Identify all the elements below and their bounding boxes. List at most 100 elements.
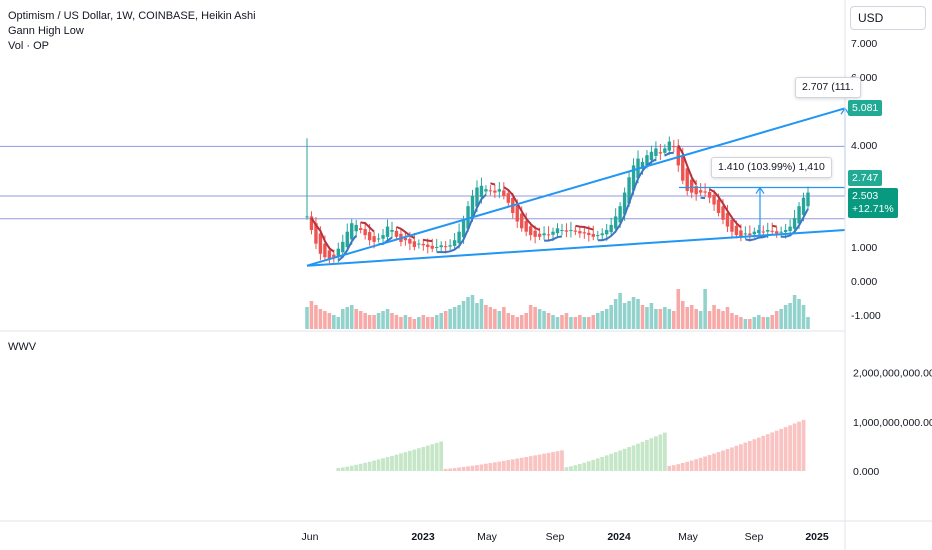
volume-bar — [752, 317, 757, 329]
wwv-bar — [560, 450, 564, 471]
volume-bar — [542, 311, 546, 329]
gann-high-low-lines — [310, 144, 809, 262]
wwv-bar — [403, 452, 408, 471]
volume-bar — [654, 309, 658, 329]
wwv-bar — [613, 452, 618, 471]
candle-body — [707, 192, 712, 198]
wwv-bar — [336, 468, 341, 471]
volume-bar — [434, 315, 439, 329]
candle-body — [412, 241, 417, 247]
wwv-pane-label[interactable]: WWV — [8, 341, 37, 353]
volume-bar — [412, 319, 417, 329]
wwv-bar — [506, 460, 511, 471]
volume-bar — [806, 317, 810, 329]
candle-body — [564, 230, 569, 232]
volume-bar — [555, 317, 560, 329]
price-tag-target-high: 5.081 — [848, 100, 883, 116]
volume-bar — [461, 301, 466, 329]
wwv-bar — [367, 461, 372, 471]
wwv-bar — [497, 461, 502, 471]
volume-bar — [582, 317, 587, 329]
price-axis-label: 4.000 — [851, 140, 877, 152]
time-axis-label: 2023 — [411, 531, 435, 543]
volume-bar — [591, 315, 596, 329]
volume-bar — [528, 305, 533, 329]
candle-body — [332, 254, 336, 258]
wwv-bar — [604, 455, 609, 471]
time-axis-label: 2025 — [805, 531, 829, 543]
horizontal-lines — [0, 145, 845, 220]
wwv-bar — [408, 450, 412, 471]
candle-body — [681, 155, 685, 181]
volume-bar — [417, 317, 421, 329]
wwv-bar — [609, 453, 614, 471]
volume-bar — [488, 307, 493, 329]
wwv-axis-label: 0.000 — [853, 466, 879, 478]
wwv-bar — [712, 453, 716, 471]
volume-bar — [640, 305, 645, 329]
candle-body — [716, 199, 721, 213]
time-axis-label: Sep — [745, 531, 764, 543]
candle-body — [569, 230, 573, 232]
wwv-bar — [765, 434, 770, 471]
candle-body — [430, 245, 434, 249]
measure-lower-arrowhead — [755, 186, 765, 194]
candle-body — [721, 206, 725, 220]
wwv-axis-label: 1,000,000,000.000 — [853, 417, 932, 429]
candle-body — [542, 233, 546, 236]
volume-bar — [309, 301, 314, 329]
wwv-bar — [457, 467, 461, 471]
indicator-volume[interactable]: Vol · OP — [8, 40, 49, 52]
volume-bar — [685, 307, 690, 329]
candle-body — [694, 186, 698, 195]
wwv-axis-label: 2,000,000,000.000 — [853, 368, 932, 380]
wwv-bar — [698, 457, 703, 471]
candle-body — [439, 245, 443, 248]
candle-body — [305, 216, 309, 218]
wwv-bar — [466, 466, 470, 471]
symbol-title[interactable]: Optimism / US Dollar, 1W, COINBASE, Heik… — [8, 10, 256, 22]
volume-bar — [390, 313, 394, 329]
volume-bar — [725, 307, 730, 329]
wwv-bar — [689, 460, 694, 471]
volume-bar — [703, 289, 707, 329]
volume-bar — [636, 299, 640, 329]
volume-bar — [792, 295, 797, 329]
candle-body — [426, 244, 430, 247]
volume-bar — [399, 317, 403, 329]
volume-bar — [600, 311, 605, 329]
upper-trendline — [306, 107, 846, 267]
wwv-bar — [358, 463, 363, 471]
volume-bar — [327, 313, 332, 329]
candle-body — [645, 155, 649, 166]
last-price-value: 2.503 — [852, 190, 879, 202]
volume-bar — [430, 317, 435, 329]
wwv-bar — [448, 468, 453, 471]
wwv-bar — [381, 458, 385, 471]
wwv-bar — [636, 443, 640, 471]
wwv-bar — [510, 459, 515, 471]
candle-body — [663, 148, 667, 153]
indicator-gann-high-low[interactable]: Gann High Low — [8, 25, 84, 37]
volume-bar — [680, 301, 685, 329]
volume-bar — [493, 309, 497, 329]
volume-bar — [730, 313, 734, 329]
volume-bar — [425, 317, 430, 329]
candle-body — [743, 233, 748, 235]
candle-body — [421, 243, 426, 246]
wwv-bar — [685, 461, 690, 471]
wwv-bar — [537, 454, 542, 471]
currency-button[interactable]: USD — [850, 6, 926, 30]
candle-body — [546, 234, 551, 236]
volume-bar — [466, 297, 470, 329]
volume-bar — [372, 315, 376, 329]
candle-body — [797, 206, 801, 224]
wwv-bar — [551, 452, 555, 471]
upper-measure-callout: 2.707 (111. — [795, 77, 861, 98]
volume-bar — [439, 313, 443, 329]
wwv-bar — [434, 442, 439, 471]
volume-bar — [443, 311, 448, 329]
candle-body — [537, 233, 542, 237]
candle-body — [752, 231, 757, 235]
